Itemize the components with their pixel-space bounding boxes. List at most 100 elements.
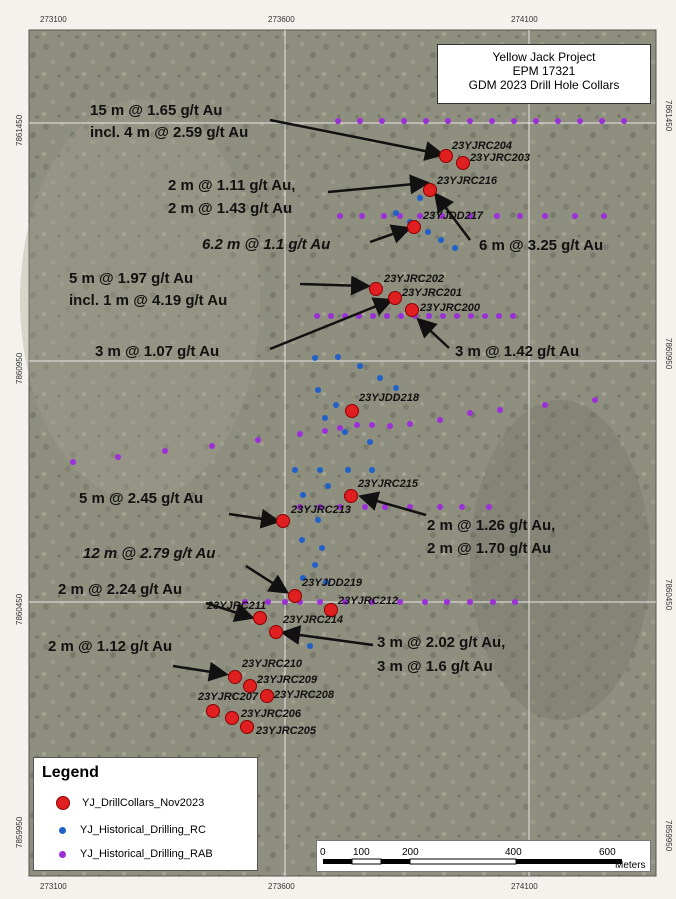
historical-rab-marker[interactable]	[397, 599, 403, 605]
historical-rab-marker[interactable]	[542, 402, 548, 408]
historical-rab-marker[interactable]	[468, 313, 474, 319]
historical-rc-marker[interactable]	[315, 387, 321, 393]
drill-collar-marker[interactable]	[243, 679, 257, 693]
historical-rab-marker[interactable]	[398, 313, 404, 319]
historical-rc-marker[interactable]	[369, 467, 375, 473]
historical-rab-marker[interactable]	[444, 599, 450, 605]
historical-rc-marker[interactable]	[335, 354, 341, 360]
historical-rab-marker[interactable]	[497, 407, 503, 413]
drill-collar-marker[interactable]	[228, 670, 242, 684]
historical-rab-marker[interactable]	[407, 421, 413, 427]
historical-rab-marker[interactable]	[401, 118, 407, 124]
historical-rc-marker[interactable]	[319, 545, 325, 551]
historical-rab-marker[interactable]	[387, 423, 393, 429]
historical-rc-marker[interactable]	[377, 375, 383, 381]
drill-collar-marker[interactable]	[206, 704, 220, 718]
historical-rab-marker[interactable]	[511, 118, 517, 124]
historical-rc-marker[interactable]	[325, 483, 331, 489]
historical-rc-marker[interactable]	[300, 492, 306, 498]
historical-rc-marker[interactable]	[312, 562, 318, 568]
historical-rab-marker[interactable]	[467, 213, 473, 219]
historical-rab-marker[interactable]	[517, 213, 523, 219]
drill-collar-marker[interactable]	[407, 220, 421, 234]
historical-rc-marker[interactable]	[425, 229, 431, 235]
drill-collar-marker[interactable]	[345, 404, 359, 418]
historical-rab-marker[interactable]	[426, 313, 432, 319]
drill-collar-marker[interactable]	[288, 589, 302, 603]
historical-rc-marker[interactable]	[345, 467, 351, 473]
historical-rab-marker[interactable]	[445, 118, 451, 124]
historical-rab-marker[interactable]	[354, 422, 360, 428]
historical-rab-marker[interactable]	[369, 422, 375, 428]
historical-rab-marker[interactable]	[533, 118, 539, 124]
historical-rab-marker[interactable]	[601, 213, 607, 219]
historical-rab-marker[interactable]	[621, 118, 627, 124]
historical-rab-marker[interactable]	[439, 213, 445, 219]
drill-collar-marker[interactable]	[388, 291, 402, 305]
historical-rab-marker[interactable]	[379, 118, 385, 124]
historical-rab-marker[interactable]	[162, 448, 168, 454]
historical-rab-marker[interactable]	[384, 313, 390, 319]
historical-rc-marker[interactable]	[315, 517, 321, 523]
historical-rab-marker[interactable]	[337, 504, 343, 510]
historical-rab-marker[interactable]	[482, 313, 488, 319]
historical-rc-marker[interactable]	[357, 363, 363, 369]
historical-rc-marker[interactable]	[438, 237, 444, 243]
drill-collar-marker[interactable]	[405, 303, 419, 317]
drill-collar-marker[interactable]	[423, 183, 437, 197]
drill-collar-marker[interactable]	[269, 625, 283, 639]
historical-rab-marker[interactable]	[297, 431, 303, 437]
historical-rab-marker[interactable]	[592, 397, 598, 403]
historical-rc-marker[interactable]	[312, 355, 318, 361]
drill-collar-marker[interactable]	[439, 149, 453, 163]
historical-rab-marker[interactable]	[357, 118, 363, 124]
historical-rab-marker[interactable]	[70, 459, 76, 465]
historical-rab-marker[interactable]	[512, 599, 518, 605]
historical-rab-marker[interactable]	[282, 599, 288, 605]
historical-rc-marker[interactable]	[317, 467, 323, 473]
historical-rab-marker[interactable]	[542, 213, 548, 219]
historical-rab-marker[interactable]	[494, 213, 500, 219]
historical-rab-marker[interactable]	[599, 118, 605, 124]
historical-rab-marker[interactable]	[423, 118, 429, 124]
historical-rab-marker[interactable]	[297, 504, 303, 510]
historical-rc-marker[interactable]	[333, 402, 339, 408]
historical-rc-marker[interactable]	[393, 385, 399, 391]
historical-rab-marker[interactable]	[422, 599, 428, 605]
historical-rab-marker[interactable]	[314, 313, 320, 319]
historical-rab-marker[interactable]	[362, 504, 368, 510]
historical-rab-marker[interactable]	[555, 118, 561, 124]
drill-collar-marker[interactable]	[276, 514, 290, 528]
drill-collar-marker[interactable]	[369, 282, 383, 296]
historical-rab-marker[interactable]	[440, 313, 446, 319]
drill-collar-marker[interactable]	[260, 689, 274, 703]
historical-rab-marker[interactable]	[437, 504, 443, 510]
historical-rab-marker[interactable]	[459, 504, 465, 510]
historical-rc-marker[interactable]	[292, 467, 298, 473]
drill-collar-marker[interactable]	[253, 611, 267, 625]
historical-rab-marker[interactable]	[489, 118, 495, 124]
historical-rab-marker[interactable]	[577, 118, 583, 124]
historical-rab-marker[interactable]	[381, 213, 387, 219]
historical-rab-marker[interactable]	[382, 504, 388, 510]
historical-rc-marker[interactable]	[367, 439, 373, 445]
historical-rab-marker[interactable]	[115, 454, 121, 460]
historical-rab-marker[interactable]	[359, 213, 365, 219]
historical-rab-marker[interactable]	[454, 313, 460, 319]
historical-rc-marker[interactable]	[342, 429, 348, 435]
historical-rab-marker[interactable]	[335, 118, 341, 124]
drill-collar-marker[interactable]	[344, 489, 358, 503]
historical-rc-marker[interactable]	[393, 210, 399, 216]
historical-rab-marker[interactable]	[417, 213, 423, 219]
historical-rc-marker[interactable]	[322, 415, 328, 421]
historical-rab-marker[interactable]	[496, 313, 502, 319]
historical-rc-marker[interactable]	[300, 575, 306, 581]
historical-rab-marker[interactable]	[490, 599, 496, 605]
drill-collar-marker[interactable]	[240, 720, 254, 734]
historical-rab-marker[interactable]	[255, 437, 261, 443]
historical-rab-marker[interactable]	[486, 504, 492, 510]
historical-rc-marker[interactable]	[307, 643, 313, 649]
historical-rab-marker[interactable]	[265, 599, 271, 605]
historical-rab-marker[interactable]	[369, 599, 375, 605]
historical-rab-marker[interactable]	[572, 213, 578, 219]
